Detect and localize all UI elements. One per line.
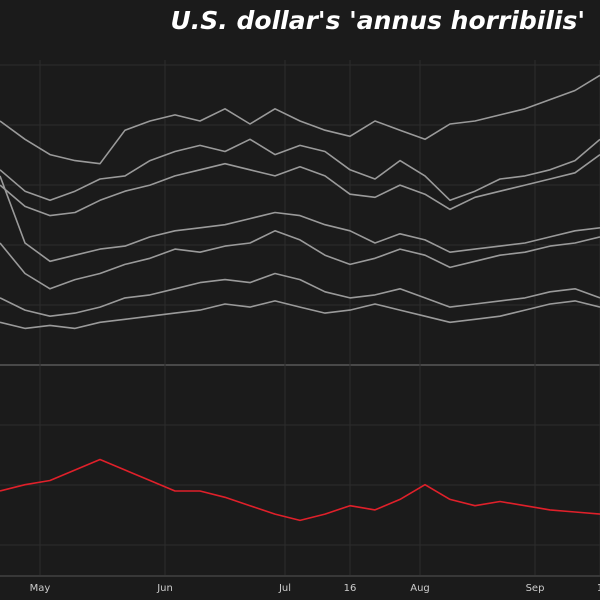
series-line <box>0 153 600 217</box>
x-tick-label: Jul <box>278 583 291 594</box>
series-line <box>0 230 600 290</box>
series-line <box>0 138 600 202</box>
series-line <box>0 175 600 263</box>
series-line <box>0 458 600 522</box>
x-tick-label: Aug <box>410 583 430 594</box>
x-tick-label: 16 <box>344 583 357 594</box>
h-grid <box>0 64 600 546</box>
x-tick-label: May <box>30 583 51 594</box>
series-line <box>0 74 600 165</box>
series-line <box>0 272 600 317</box>
chart-title: U.S. dollar's 'annus horribilis' <box>171 6 586 35</box>
series-line <box>0 300 600 330</box>
x-tick-label: 1 <box>597 583 600 594</box>
x-tick-label: Jun <box>156 583 173 594</box>
x-tick-label: Sep <box>526 583 545 594</box>
